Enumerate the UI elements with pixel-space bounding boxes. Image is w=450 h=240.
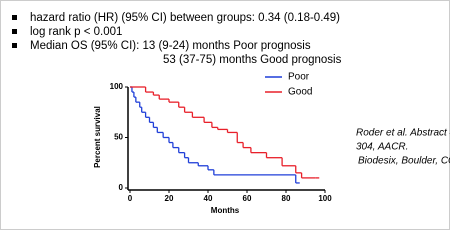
y-axis-label: Percent survival [93,106,102,168]
x-tick-label: 0 [128,194,133,203]
x-axis-label: Months [211,206,240,215]
x-tick-label: 100 [318,194,332,203]
slide: 53 (37-75) months Good prognosis Roder e… [0,0,450,230]
bullet-marker [12,43,17,48]
citation: Roder et al. Abstract #5 [356,128,450,139]
bullet-text: log rank p < 0.001 [30,26,122,38]
x-tick-label: 20 [165,194,174,203]
y-tick-label: 100 [110,82,124,91]
legend-label: Good [288,87,312,98]
bullet-text: hazard ratio (HR) (95% CI) between group… [30,12,340,24]
bullet-continuation: 53 (37-75) months Good prognosis [163,54,342,66]
x-tick-label: 40 [204,194,213,203]
y-tick-label: 50 [114,133,123,142]
bullet-marker [12,29,17,34]
legend-label: Poor [288,72,310,83]
citation: 304, AACR. [356,142,408,153]
bullet-text: Median OS (95% CI): 13 (9-24) months Poo… [30,40,311,52]
border [0,0,450,230]
y-tick-label: 0 [119,183,124,192]
citation: Biodesix, Boulder, CO. [358,156,450,167]
x-tick-label: 80 [282,194,291,203]
x-tick-label: 60 [243,194,252,203]
bullet-marker [12,15,17,20]
